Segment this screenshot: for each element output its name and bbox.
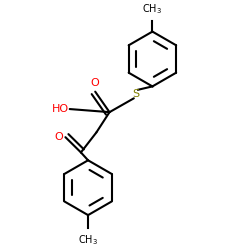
Text: CH$_3$: CH$_3$ — [142, 2, 163, 16]
Text: O: O — [54, 132, 63, 142]
Text: S: S — [132, 89, 139, 99]
Text: HO: HO — [52, 104, 68, 114]
Text: CH$_3$: CH$_3$ — [78, 233, 98, 247]
Text: O: O — [91, 78, 100, 88]
